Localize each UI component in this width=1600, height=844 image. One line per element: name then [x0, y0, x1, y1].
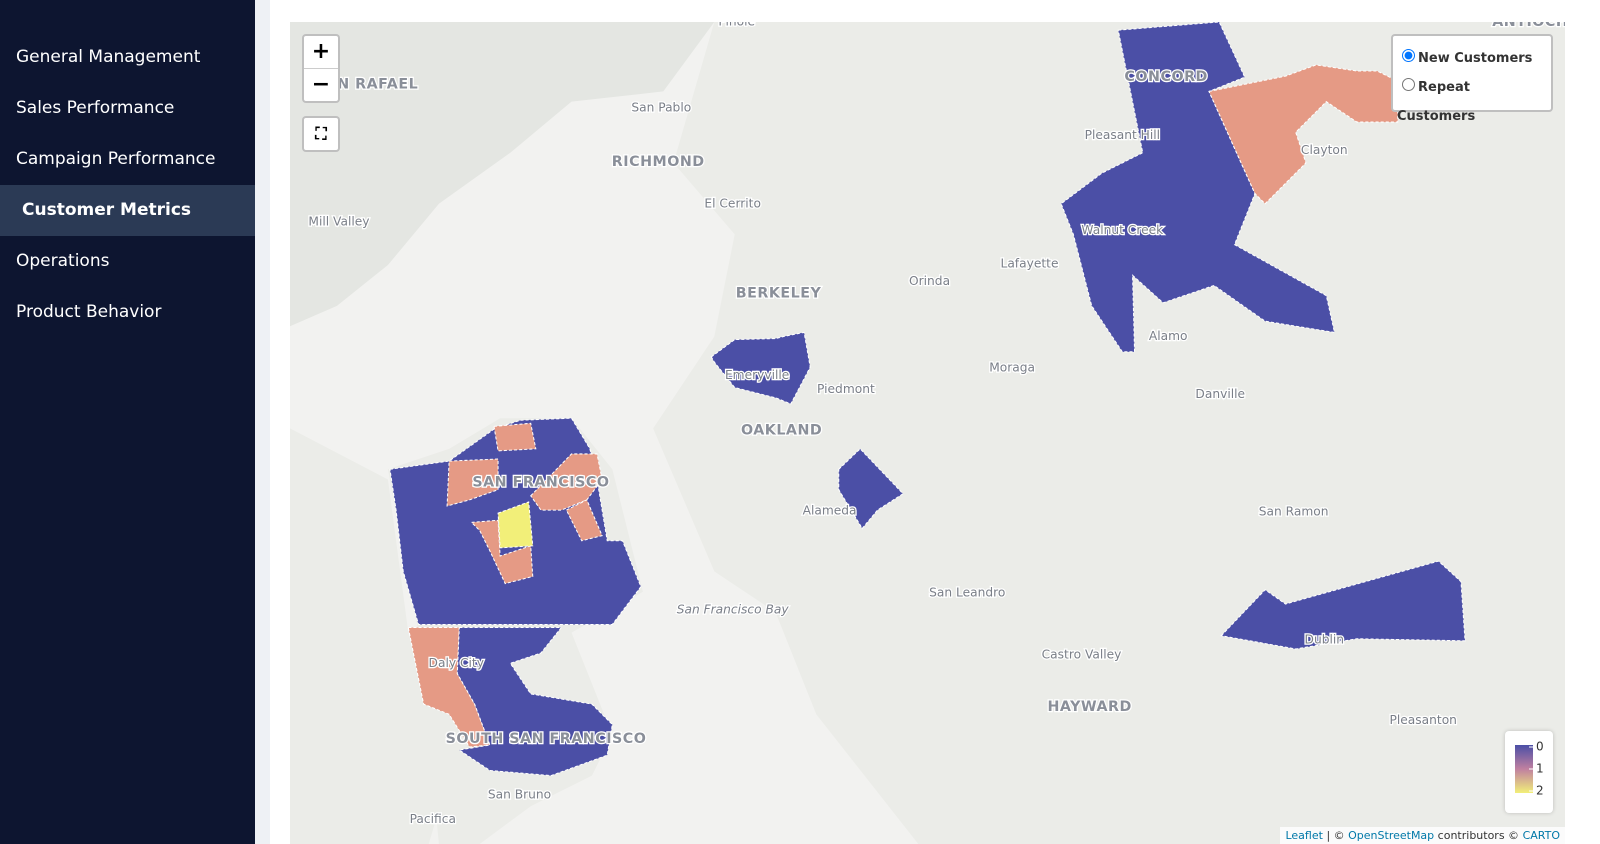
region	[565, 499, 603, 542]
place-label: San Francisco Bay	[677, 603, 790, 617]
attribution-link[interactable]: Leaflet	[1285, 829, 1323, 842]
nav-item[interactable]: Sales Performance	[16, 98, 175, 118]
zoom-control: + −	[302, 34, 340, 103]
attribution-text: contributors ©	[1437, 829, 1520, 842]
gradient	[1515, 745, 1533, 793]
region	[838, 448, 904, 530]
place-label: HAYWARD	[1047, 699, 1131, 715]
place-label: SAN FRANCISCO	[472, 475, 609, 491]
place-label: El Cerrito	[704, 196, 761, 210]
region	[1220, 560, 1466, 650]
nav-item[interactable]: Customer Metrics	[0, 185, 255, 236]
place-label: San Pablo	[631, 100, 691, 114]
legend-tick-label: 1	[1536, 762, 1544, 776]
land	[290, 22, 715, 327]
place-label: SOUTH SAN FRANCISCO	[446, 731, 647, 747]
legend-tick-label: 0	[1536, 740, 1544, 754]
zoom-in[interactable]: +	[304, 36, 338, 69]
place-label: ANTIOCH	[1492, 22, 1565, 30]
attribution: Leaflet | © OpenStreetMap contributors ©…	[1280, 827, 1565, 844]
place-label: RICHMOND	[612, 154, 705, 170]
place-label: OAKLAND	[741, 422, 822, 438]
place-label: Alameda	[803, 504, 857, 518]
place-label: Daly City	[429, 656, 484, 670]
place-label: Mill Valley	[308, 215, 369, 229]
place-label: San Ramon	[1259, 505, 1329, 519]
nav-item[interactable]: Campaign Performance	[16, 149, 216, 169]
region	[710, 331, 811, 405]
place-label: N RAFAEL	[337, 76, 418, 92]
land	[290, 428, 450, 844]
layer-name: Repeat Customers	[1397, 80, 1476, 124]
place-label: San Bruno	[488, 787, 551, 801]
map[interactable]: Pinole N RAFAEL San Pablo RICHMOND El Cerrit…	[290, 22, 1565, 844]
layer-name: New Customers	[1418, 51, 1533, 66]
nav-item[interactable]: General Management	[16, 47, 201, 67]
layer-control: New Customers Repeat Customers	[1391, 34, 1553, 124]
place-label: Dublin	[1305, 632, 1344, 646]
legend-tick-label: 2	[1536, 784, 1544, 798]
place-label: Pleasant Hill	[1085, 128, 1160, 142]
layer-option[interactable]: Repeat Customers	[1397, 73, 1547, 124]
nav-item[interactable]: Product Behavior	[16, 302, 162, 322]
place-label: Danville	[1195, 387, 1245, 401]
legend-scale: 0 1 2	[1515, 740, 1544, 798]
attribution-link[interactable]: CARTO	[1522, 829, 1560, 842]
place-label: Pleasanton	[1390, 713, 1457, 727]
place-label: Piedmont	[817, 382, 875, 396]
place-label: Pinole	[718, 22, 755, 29]
place-label: Pacifica	[410, 812, 456, 826]
layer-radio[interactable]	[1402, 78, 1415, 91]
place-label: Walnut Creek	[1081, 223, 1164, 237]
region	[456, 627, 613, 777]
map-canvas: Pinole N RAFAEL San Pablo RICHMOND El Cerrit…	[290, 22, 1565, 844]
region	[530, 453, 603, 511]
region	[493, 422, 537, 452]
region	[1060, 22, 1336, 353]
place-label: BERKELEY	[736, 286, 822, 302]
place-label: CONCORD	[1124, 69, 1207, 85]
attribution-text: | ©	[1326, 829, 1345, 842]
zoom-out[interactable]: −	[311, 72, 331, 97]
attribution-link[interactable]: OpenStreetMap	[1348, 829, 1435, 842]
place-label: Lafayette	[1001, 257, 1059, 271]
layer-radio[interactable]	[1402, 49, 1415, 62]
region	[497, 501, 534, 549]
place-label: Alamo	[1149, 329, 1188, 343]
nav-item[interactable]: Operations	[16, 251, 110, 271]
place-label: Castro Valley	[1042, 648, 1122, 662]
fullscreen-button[interactable]: ⛶	[302, 116, 340, 152]
place-label: Emeryville	[725, 368, 789, 382]
place-label: Clayton	[1301, 143, 1348, 157]
layer-option[interactable]: New Customers	[1397, 44, 1547, 73]
region	[1208, 64, 1399, 205]
sidebar: General Management Sales Performance Campa…	[0, 0, 255, 844]
place-label: Orinda	[909, 274, 950, 288]
region	[446, 458, 499, 507]
legend: 0 1 2	[1505, 731, 1553, 813]
place-label: San Leandro	[929, 585, 1005, 599]
place-label: Moraga	[989, 361, 1035, 375]
